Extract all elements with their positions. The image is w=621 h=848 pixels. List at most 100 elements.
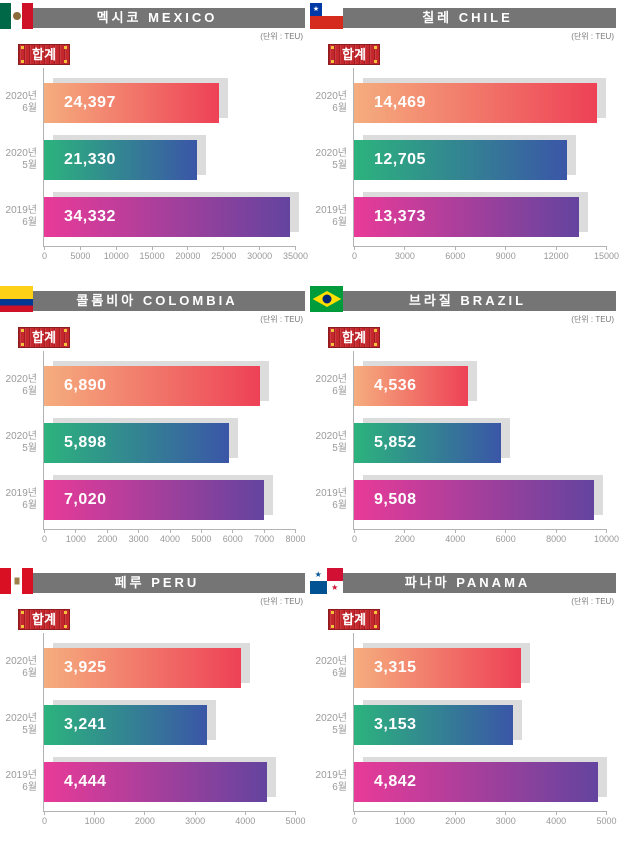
axis-tick: 6000 xyxy=(496,529,516,544)
category-label: 2019년 6월 xyxy=(6,488,37,512)
axis-tick-label: 20000 xyxy=(175,251,201,261)
bar: 24,397 xyxy=(44,83,219,123)
axis-tick: 5000 xyxy=(70,246,90,261)
bar-row: 2020년 6월 6,890 xyxy=(6,361,295,406)
category-label: 2020년 6월 xyxy=(6,656,37,680)
bar-value: 14,469 xyxy=(374,94,426,111)
unit-label: (단위 : TEU) xyxy=(571,597,614,606)
unit-label: (단위 : TEU) xyxy=(571,315,614,324)
category-line1: 2020년 xyxy=(315,431,347,442)
category-line2: 6월 xyxy=(22,103,37,114)
category-line2: 6월 xyxy=(332,386,347,397)
axis-tick: 1000 xyxy=(85,811,105,826)
axis-tick-label: 4000 xyxy=(159,534,181,544)
total-badge-label: 합계 xyxy=(342,47,366,62)
axis-tick: 3000 xyxy=(185,811,205,826)
axis-tick: 5000 xyxy=(596,811,617,826)
axis-tick: 5000 xyxy=(191,529,211,544)
bar: 5,852 xyxy=(354,423,502,463)
chart-title-bar: 콜롬비아 COLOMBIA xyxy=(9,291,305,311)
chile-flag-icon xyxy=(310,3,343,29)
category-line1: 2019년 xyxy=(315,488,347,499)
category-line2: 6월 xyxy=(332,103,347,114)
category-line1: 2020년 xyxy=(315,713,347,724)
bar-row: 2020년 5월 3,241 xyxy=(6,700,295,745)
bar-plot: 2020년 6월 3,925 2020년 5월 3,241 xyxy=(6,633,306,826)
bar: 14,469 xyxy=(354,83,598,123)
bar: 6,890 xyxy=(44,366,261,406)
axis-tick-label: 0 xyxy=(41,816,48,826)
axis-tick: 0 xyxy=(352,811,357,826)
axis-tick-label: 10000 xyxy=(103,251,129,261)
category-line1: 2019년 xyxy=(315,770,347,781)
axis-tick-label: 35000 xyxy=(282,251,309,261)
chart-panel-mexico: 멕시코 MEXICO (단위 : TEU) 합계 2020년 6월 24,397… xyxy=(0,0,310,283)
axis-tick-label: 2000 xyxy=(97,534,118,544)
x-axis: 0 5000 10000 15000 20000 25000 30000 35000 xyxy=(42,246,308,268)
category-line1: 2020년 xyxy=(315,148,347,159)
bar-row: 2020년 5월 12,705 xyxy=(316,135,606,180)
category-line1: 2020년 xyxy=(315,374,347,385)
bar-row: 2020년 5월 3,153 xyxy=(316,700,606,745)
axis-tick: 12000 xyxy=(544,246,569,261)
bar-plot: 2020년 6월 14,469 2020년 5월 12,705 xyxy=(316,68,619,261)
chart-panel-peru: 페루 PERU (단위 : TEU) 합계 2020년 6월 3,925 202… xyxy=(0,565,310,848)
category-line2: 6월 xyxy=(22,782,37,793)
bar: 4,536 xyxy=(354,366,469,406)
bar: 34,332 xyxy=(44,197,291,237)
x-axis: 0 1000 2000 3000 4000 5000 xyxy=(352,811,617,833)
bar: 9,508 xyxy=(354,480,594,520)
category-line2: 6월 xyxy=(22,668,37,679)
axis-tick-label: 10000 xyxy=(593,534,620,544)
category-label: 2019년 6월 xyxy=(6,770,37,794)
peru-flag-icon xyxy=(0,568,33,594)
axis-tick-label: 2000 xyxy=(445,816,466,826)
chart-panel-brazil: 브라질 BRAZIL (단위 : TEU) 합계 2020년 6월 4,536 … xyxy=(310,283,621,565)
axis-tick-label: 0 xyxy=(351,251,358,261)
axis-tick-label: 15000 xyxy=(139,251,165,261)
category-label: 2020년 6월 xyxy=(316,656,347,680)
axis-tick-label: 9000 xyxy=(495,251,516,261)
bar-row: 2019년 6월 7,020 xyxy=(6,475,295,520)
chart-title: 콜롬비아 COLOMBIA xyxy=(76,293,238,308)
category-label: 2020년 6월 xyxy=(6,374,37,398)
bar-row: 2020년 6월 14,469 xyxy=(316,78,607,123)
unit-label: (단위 : TEU) xyxy=(260,32,303,41)
category-line1: 2020년 xyxy=(315,656,347,667)
axis-tick: 0 xyxy=(42,246,47,261)
category-line1: 2019년 xyxy=(5,205,37,216)
axis-tick: 2000 xyxy=(97,529,117,544)
category-label: 2019년 6월 xyxy=(316,488,347,512)
axis-tick: 20000 xyxy=(175,246,200,261)
chart-title: 페루 PERU xyxy=(114,575,200,590)
axis-tick-label: 6000 xyxy=(495,534,516,544)
axis-tick-label: 1000 xyxy=(65,534,86,544)
axis-tick: 9000 xyxy=(496,246,516,261)
category-line2: 5월 xyxy=(332,443,347,454)
category-line2: 6월 xyxy=(332,782,347,793)
total-badge-label: 합계 xyxy=(32,612,56,627)
axis-tick-label: 3000 xyxy=(128,534,149,544)
category-line1: 2019년 xyxy=(5,770,37,781)
axis-tick-label: 0 xyxy=(351,534,358,544)
bar-value: 12,705 xyxy=(374,151,426,168)
bar-value: 3,315 xyxy=(374,659,417,676)
axis-tick: 4000 xyxy=(235,811,255,826)
chart-title-bar: 파나마 PANAMA xyxy=(319,573,616,593)
axis-tick: 2000 xyxy=(135,811,155,826)
bar-value: 34,332 xyxy=(64,208,116,225)
axis-tick-label: 6000 xyxy=(445,251,466,261)
colombia-flag-icon xyxy=(0,286,33,312)
category-line1: 2020년 xyxy=(5,431,37,442)
category-label: 2020년 5월 xyxy=(6,148,37,172)
bar-row: 2020년 6월 3,925 xyxy=(6,643,295,688)
category-label: 2020년 5월 xyxy=(316,713,347,737)
category-line1: 2020년 xyxy=(5,656,37,667)
bar: 4,842 xyxy=(354,762,599,802)
axis-tick: 0 xyxy=(42,811,47,826)
category-label: 2020년 5월 xyxy=(316,431,347,455)
axis-tick-label: 4000 xyxy=(546,816,567,826)
bar-row: 2019년 6월 34,332 xyxy=(6,192,300,237)
category-label: 2020년 5월 xyxy=(316,148,347,172)
bar-value: 5,898 xyxy=(64,434,107,451)
